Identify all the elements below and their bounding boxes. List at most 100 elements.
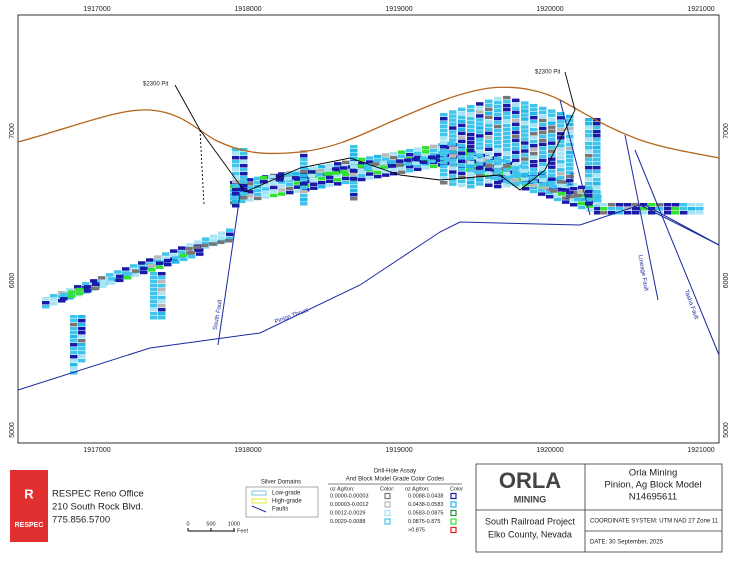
block — [270, 189, 278, 194]
block — [326, 183, 334, 188]
block — [124, 275, 132, 280]
block — [449, 126, 457, 130]
block — [428, 159, 436, 163]
block — [498, 163, 506, 167]
block — [84, 289, 92, 293]
block — [350, 145, 358, 149]
block — [201, 243, 209, 248]
block — [680, 203, 688, 207]
x-tick-label: 1919000 — [385, 447, 412, 454]
block — [240, 176, 248, 180]
block — [116, 278, 124, 283]
block — [358, 161, 366, 166]
block — [521, 173, 529, 177]
block — [512, 110, 520, 115]
block — [458, 161, 466, 166]
block — [414, 147, 422, 152]
block — [78, 319, 86, 323]
block — [150, 272, 158, 276]
block — [548, 117, 556, 121]
block — [672, 203, 680, 207]
block — [593, 158, 601, 162]
block — [218, 235, 226, 239]
block — [593, 138, 601, 142]
block — [539, 126, 547, 131]
block — [574, 197, 582, 202]
block — [158, 272, 166, 276]
block — [476, 134, 484, 138]
block — [512, 102, 520, 107]
block — [232, 196, 240, 200]
block — [210, 238, 218, 242]
block — [42, 297, 50, 301]
block — [246, 190, 254, 194]
y-tick-label: 6000 — [723, 273, 730, 289]
block — [530, 168, 538, 172]
block — [485, 159, 493, 163]
block — [490, 176, 498, 180]
block — [485, 163, 493, 167]
block — [476, 102, 484, 106]
block — [78, 351, 86, 355]
block — [154, 255, 162, 259]
block — [530, 120, 538, 124]
block — [262, 195, 270, 199]
block — [232, 152, 240, 156]
block — [276, 174, 284, 178]
block — [50, 294, 58, 298]
x-tick-label: 1918000 — [234, 447, 261, 454]
block — [406, 169, 414, 173]
block — [438, 143, 446, 147]
block — [414, 155, 422, 160]
block — [562, 180, 570, 184]
block — [467, 144, 475, 149]
block — [350, 169, 358, 173]
block — [326, 175, 334, 180]
block — [548, 181, 556, 185]
block — [503, 179, 511, 184]
block — [148, 264, 156, 268]
block — [530, 128, 538, 132]
block — [593, 130, 601, 134]
block — [70, 359, 78, 363]
block — [562, 192, 570, 196]
block — [146, 262, 154, 266]
x-tick-label: 1918000 — [234, 6, 261, 13]
block — [557, 156, 565, 160]
block — [76, 287, 84, 292]
grade-label: 0.00003-0.0012 — [330, 502, 369, 508]
block — [557, 168, 565, 172]
block — [494, 152, 502, 157]
block — [586, 204, 594, 208]
faults — [17, 99, 720, 391]
block — [440, 145, 448, 149]
block — [548, 173, 556, 177]
block — [467, 108, 475, 113]
block — [82, 282, 90, 286]
grade-swatch — [384, 501, 391, 508]
block — [539, 154, 547, 159]
block — [232, 156, 240, 160]
block — [300, 158, 308, 162]
block — [350, 159, 358, 163]
block — [640, 203, 648, 207]
block — [374, 158, 382, 163]
model: Pinion, Ag Block Model — [604, 480, 701, 491]
block — [557, 120, 565, 124]
fault-label: Main Fault — [566, 172, 577, 201]
block — [302, 187, 310, 192]
grade-header: oz Ag/ton: — [330, 486, 355, 492]
block — [374, 154, 382, 159]
block — [585, 126, 593, 130]
block — [108, 277, 116, 281]
block — [548, 141, 556, 145]
scale-label: 1000 — [228, 521, 240, 527]
block — [548, 145, 556, 149]
block — [542, 186, 550, 190]
block — [154, 263, 162, 267]
block — [585, 146, 593, 150]
block — [593, 178, 601, 182]
block — [570, 199, 578, 203]
block — [240, 180, 248, 184]
block — [512, 146, 520, 151]
